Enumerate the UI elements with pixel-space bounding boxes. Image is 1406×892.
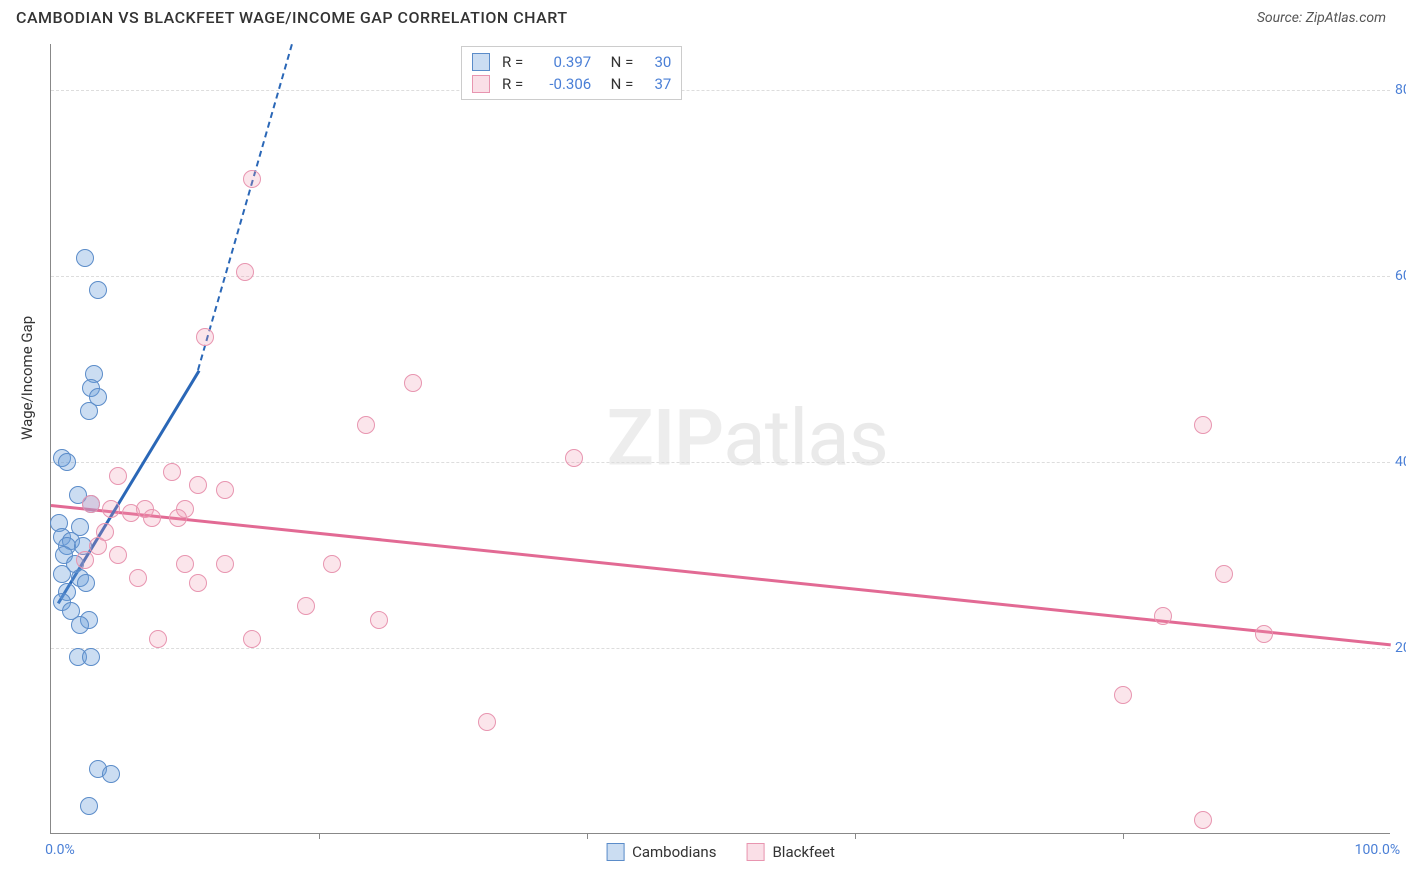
- data-point-blue: [77, 574, 95, 592]
- data-point-pink: [109, 467, 127, 485]
- n-label: N =: [603, 75, 633, 93]
- data-point-pink: [163, 463, 181, 481]
- x-tick-label: 0.0%: [45, 842, 75, 858]
- data-point-blue: [82, 648, 100, 666]
- r-label: R =: [502, 53, 523, 71]
- data-point-pink: [357, 416, 375, 434]
- x-tick: [319, 833, 320, 839]
- n-label: N =: [603, 53, 633, 71]
- y-axis-label: Wage/Income Gap: [18, 316, 36, 440]
- legend-label: Cambodians: [632, 843, 716, 861]
- x-tick-label: 100.0%: [1355, 842, 1400, 858]
- data-point-pink: [143, 509, 161, 527]
- data-point-blue: [53, 565, 71, 583]
- data-point-pink: [82, 495, 100, 513]
- data-point-pink: [129, 569, 147, 587]
- data-point-blue: [102, 765, 120, 783]
- data-point-pink: [196, 328, 214, 346]
- data-point-pink: [478, 713, 496, 731]
- y-tick-label: 80.0%: [1395, 82, 1406, 98]
- data-point-blue: [80, 402, 98, 420]
- gridline-h: [51, 648, 1390, 649]
- data-point-pink: [176, 555, 194, 573]
- trend-line: [197, 45, 293, 371]
- data-point-pink: [1194, 811, 1212, 829]
- data-point-pink: [404, 374, 422, 392]
- data-point-pink: [323, 555, 341, 573]
- data-point-pink: [297, 597, 315, 615]
- r-value: 0.397: [531, 53, 591, 71]
- legend-row-blue: R = 0.397 N = 30: [472, 51, 671, 73]
- data-point-pink: [216, 555, 234, 573]
- scatter-chart: ZIPatlas 20.0%40.0%60.0%80.0%0.0%100.0%R…: [50, 44, 1390, 834]
- data-point-blue: [58, 453, 76, 471]
- data-point-pink: [243, 630, 261, 648]
- data-point-pink: [109, 546, 127, 564]
- data-point-pink: [1255, 625, 1273, 643]
- watermark: ZIPatlas: [607, 393, 888, 484]
- correlation-legend: R = 0.397 N = 30 R = -0.306 N = 37: [461, 46, 682, 100]
- data-point-pink: [89, 537, 107, 555]
- y-tick-label: 60.0%: [1395, 268, 1406, 284]
- data-point-pink: [189, 574, 207, 592]
- legend-swatch-blue: [606, 843, 624, 861]
- data-point-pink: [565, 449, 583, 467]
- data-point-pink: [189, 476, 207, 494]
- trend-line: [51, 504, 1391, 646]
- y-tick-label: 40.0%: [1395, 454, 1406, 470]
- data-point-pink: [102, 500, 120, 518]
- data-point-pink: [216, 481, 234, 499]
- chart-source: Source: ZipAtlas.com: [1257, 10, 1386, 26]
- data-point-pink: [122, 504, 140, 522]
- data-point-pink: [1194, 416, 1212, 434]
- data-point-pink: [149, 630, 167, 648]
- x-tick: [855, 833, 856, 839]
- data-point-pink: [236, 263, 254, 281]
- r-label: R =: [502, 75, 523, 93]
- data-point-blue: [80, 797, 98, 815]
- data-point-pink: [1114, 686, 1132, 704]
- data-point-pink: [76, 551, 94, 569]
- x-tick: [587, 833, 588, 839]
- gridline-h: [51, 462, 1390, 463]
- data-point-pink: [169, 509, 187, 527]
- series-legend: Cambodians Blackfeet: [606, 843, 835, 861]
- legend-label: Blackfeet: [772, 843, 834, 861]
- data-point-pink: [243, 170, 261, 188]
- data-point-blue: [89, 281, 107, 299]
- data-point-pink: [370, 611, 388, 629]
- legend-swatch-pink: [746, 843, 764, 861]
- data-point-blue: [76, 249, 94, 267]
- gridline-h: [51, 90, 1390, 91]
- data-point-pink: [1154, 607, 1172, 625]
- n-value: 37: [641, 75, 671, 93]
- n-value: 30: [641, 53, 671, 71]
- legend-swatch-pink: [472, 75, 490, 93]
- x-tick: [1123, 833, 1124, 839]
- data-point-blue: [71, 616, 89, 634]
- data-point-pink: [1215, 565, 1233, 583]
- r-value: -0.306: [531, 75, 591, 93]
- chart-title: CAMBODIAN VS BLACKFEET WAGE/INCOME GAP C…: [16, 8, 568, 27]
- legend-swatch-blue: [472, 53, 490, 71]
- legend-row-pink: R = -0.306 N = 37: [472, 73, 671, 95]
- y-tick-label: 20.0%: [1395, 640, 1406, 656]
- legend-item-blue: Cambodians: [606, 843, 716, 861]
- legend-item-pink: Blackfeet: [746, 843, 834, 861]
